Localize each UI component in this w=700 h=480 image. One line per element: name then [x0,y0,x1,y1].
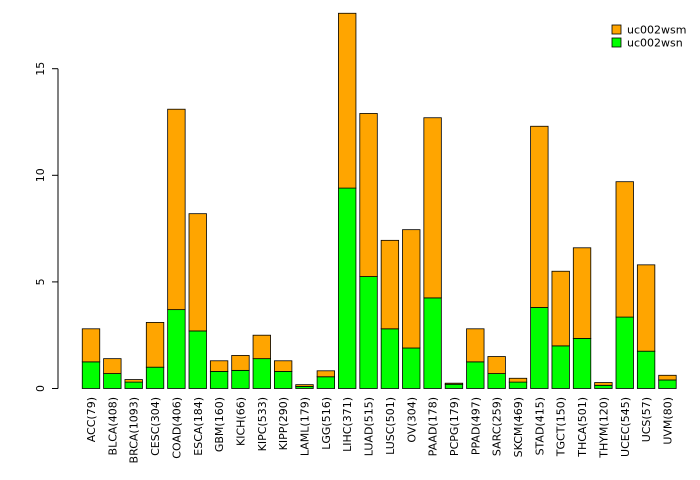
bar-uc002wsm-11 [316,370,336,378]
x-tick-label: LUAD(515) [363,397,376,456]
bar-uc002wsm-14 [380,239,400,330]
bar-uc002wsm-18 [466,328,485,363]
legend-swatch-uc002wsm [611,24,622,35]
bar-uc002wsm-0 [81,328,101,363]
bar-uc002wsn-11 [316,376,336,389]
bar-uc002wsm-25 [615,181,634,318]
x-tick-label: UCS(57) [640,397,653,442]
bar-uc002wsn-23 [572,337,592,389]
bar-uc002wsn-3 [145,366,165,389]
x-tick-label: OV(304) [405,397,418,443]
bar-uc002wsn-6 [209,371,229,389]
bar-uc002wsm-24 [594,382,613,386]
x-tick-label: KIPC(533) [256,397,269,451]
bar-uc002wsm-1 [103,358,122,374]
bar-uc002wsm-16 [423,117,442,299]
bar-uc002wsm-20 [508,377,528,383]
legend-label-uc002wsm: uc002wsm [627,24,686,37]
x-tick-label: THYM(120) [597,397,610,459]
bar-uc002wsn-20 [508,381,528,389]
bar-uc002wsm-6 [209,360,229,372]
x-tick-label: TGCT(150) [555,397,568,457]
x-tick-label: LAML(179) [299,397,312,456]
y-tick-label: 10 [34,168,47,182]
bar-uc002wsn-24 [594,384,613,389]
bar-uc002wsm-13 [359,113,378,277]
bar-uc002wsn-14 [380,328,400,389]
bar-uc002wsn-12 [338,187,357,389]
x-tick-label: SKCM(469) [512,397,525,457]
bar-uc002wsn-4 [167,309,186,389]
bar-uc002wsm-21 [530,125,549,308]
bar-uc002wsn-7 [231,369,250,389]
x-tick-label: LGG(516) [320,397,333,450]
bar-uc002wsn-25 [615,316,634,389]
bar-uc002wsm-26 [636,264,656,352]
bar-uc002wsm-7 [231,355,250,371]
x-tick-label: GBM(160) [213,397,226,452]
x-tick-label: CESC(304) [149,397,162,456]
bar-uc002wsn-1 [103,373,122,389]
bar-uc002wsm-3 [145,322,165,368]
x-tick-label: ESCA(184) [192,397,205,456]
bar-uc002wsm-17 [444,382,464,385]
x-tick-label: STAD(415) [533,397,546,455]
bar-uc002wsm-10 [295,384,314,387]
bar-uc002wsn-13 [359,276,378,389]
bar-uc002wsm-5 [188,213,207,332]
x-tick-label: KIPP(290) [277,397,290,450]
x-tick-label: BRCA(1093) [128,397,141,463]
x-tick-label: KICH(66) [234,397,247,446]
bar-uc002wsn-21 [530,307,549,389]
legend-label-uc002wsn: uc002wsn [627,37,683,50]
x-axis-labels: ACC(79) BLCA(408) BRCA(1093) CESC(304) COAD(… [85,397,674,463]
bar-uc002wsn-19 [487,373,506,389]
y-tick-label: 0 [34,385,47,392]
bar-uc002wsn-16 [423,297,442,389]
y-tick-label: 5 [34,278,47,285]
x-tick-label: PCPG(179) [448,397,461,456]
bar-uc002wsn-26 [636,350,656,389]
x-tick-label: THCA(501) [576,397,589,458]
bar-uc002wsn-8 [252,358,271,389]
x-tick-label: UCEC(545) [619,397,632,457]
bar-uc002wsm-2 [124,379,143,383]
bar-uc002wsm-22 [551,270,570,347]
bar-uc002wsm-4 [167,108,186,311]
bar-uc002wsm-15 [402,229,421,349]
bar-uc002wsn-5 [188,330,207,389]
bar-uc002wsm-23 [572,247,592,339]
bar-uc002wsn-9 [273,371,293,389]
bar-uc002wsn-17 [444,383,464,389]
x-tick-label: LUSC(501) [384,397,397,455]
bar-uc002wsn-22 [551,345,570,389]
bar-uc002wsn-27 [658,379,677,389]
x-tick-label: COAD(406) [170,397,183,459]
bars-group [81,12,677,389]
x-tick-label: PPAD(497) [469,397,482,455]
bar-uc002wsm-8 [252,334,271,360]
bar-uc002wsn-18 [466,361,485,389]
x-tick-label: ACC(79) [85,397,98,442]
bar-uc002wsm-27 [658,374,677,381]
y-tick-label: 15 [34,62,47,76]
bar-uc002wsn-0 [81,361,101,389]
y-axis: 0 5 10 15 [34,62,59,392]
x-tick-label: PAAD(178) [427,397,440,456]
bar-uc002wsn-15 [402,347,421,389]
bar-uc002wsm-12 [338,12,357,189]
bar-uc002wsn-2 [124,381,143,389]
legend-swatch-uc002wsn [611,37,622,48]
bar-uc002wsm-19 [487,356,506,374]
bar-uc002wsm-9 [273,360,293,372]
x-tick-label: SARC(259) [491,397,504,456]
x-tick-label: BLCA(408) [106,397,119,455]
x-tick-label: LIHC(371) [341,397,354,452]
x-tick-label: UVM(80) [661,397,674,445]
